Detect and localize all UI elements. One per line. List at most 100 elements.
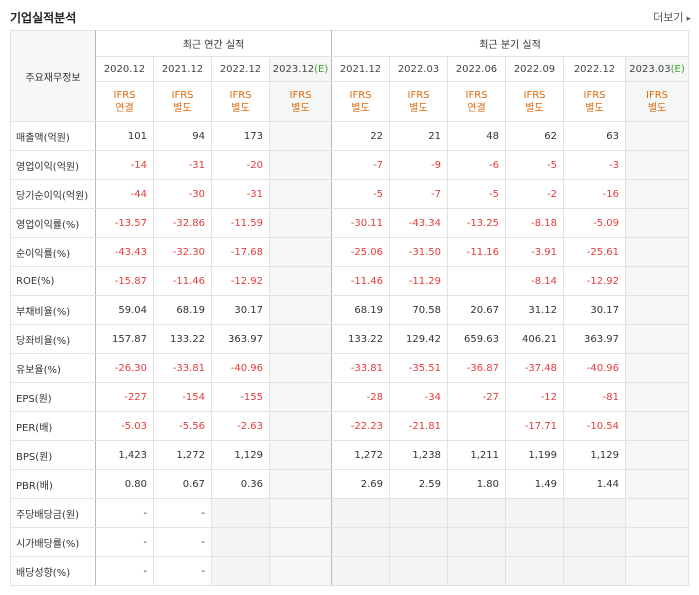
period-year: 2023.12 [272,63,315,75]
statement-type: 별도 [647,102,667,114]
value-cell [211,498,270,528]
table-row: 주당배당금(원) - - [10,498,690,528]
value-cell [624,295,690,325]
more-link[interactable]: 더보기 ▸ [653,9,691,25]
value-cell: -8.18 [505,208,564,238]
value-cell: 1,238 [389,440,448,470]
period-header: 2022.12 [563,56,626,82]
value-cell: 94 [153,121,212,151]
value-cell: -33.81 [153,353,212,383]
value-cell: -16 [563,179,626,209]
value-cell: 1,272 [153,440,212,470]
period-header: 2022.09 [505,56,564,82]
value-cell [269,121,332,151]
value-cell: 59.04 [95,295,154,325]
value-cell: -25.06 [331,237,390,267]
value-cell [624,121,690,151]
value-cell [269,556,332,586]
annual-group-header: 최근 연간 실적 [95,30,332,57]
value-cell [269,208,332,238]
value-cell [269,527,332,557]
row-label: 영업이익률(%) [10,208,96,238]
value-cell [389,556,448,586]
value-cell [624,150,690,180]
value-cell [331,527,390,557]
statement-type: 별도 [291,102,310,114]
value-cell [624,208,690,238]
value-cell [624,179,690,209]
accounting-standard: IFRS 별도 [563,81,626,122]
value-cell [563,556,626,586]
value-cell: -31.50 [389,237,448,267]
table-row: 순이익률(%) -43.43 -32.30 -17.68 -25.06 -31.50 -11… [10,237,690,267]
value-cell [624,498,690,528]
value-cell [563,498,626,528]
financial-summary-table: 주요재무정보 최근 연간 실적 최근 분기 실적 2020.12 2021.12 2022… [10,30,690,586]
value-cell [269,295,332,325]
value-cell: -17.68 [211,237,270,267]
value-cell: -5 [505,150,564,180]
value-cell: -7 [331,150,390,180]
row-label: ROE(%) [10,266,96,296]
value-cell: -3 [563,150,626,180]
value-cell: 1.80 [447,469,506,499]
value-cell: 157.87 [95,324,154,354]
value-cell: 363.97 [211,324,270,354]
value-cell: -21.81 [389,411,448,441]
period-header: 2023.12(E) [269,56,332,82]
accounting-standard: IFRS 별도 [331,81,390,122]
value-cell: 70.58 [389,295,448,325]
period-year: 2022.06 [455,63,498,75]
value-cell: -31 [153,150,212,180]
row-label: PBR(배) [10,469,96,499]
period-header: 2023.03(E) [624,56,690,82]
value-cell: 1,199 [505,440,564,470]
value-cell: 68.19 [153,295,212,325]
value-cell [563,527,626,557]
value-cell: 363.97 [563,324,626,354]
accounting-standard: IFRS 별도 [269,81,332,122]
accounting-standard: IFRS 별도 [624,81,690,122]
value-cell [211,527,270,557]
standard-label: IFRS [523,89,546,101]
statement-type: 연결 [467,102,486,114]
value-cell [624,556,690,586]
period-header: 2022.03 [389,56,448,82]
value-cell [447,556,506,586]
value-cell: -155 [211,382,270,412]
standard-label: IFRS [349,89,372,101]
value-cell [624,266,690,296]
value-cell: -5.09 [563,208,626,238]
value-cell: - [153,527,212,557]
value-cell [447,527,506,557]
chevron-right-icon: ▸ [686,14,691,24]
value-cell: -43.43 [95,237,154,267]
more-label: 더보기 [653,11,684,24]
row-label: EPS(원) [10,382,96,412]
value-cell: -5.56 [153,411,212,441]
period-year: 2022.12 [573,63,616,75]
table-row: 매출액(억원) 101 94 173 22 21 48 62 63 [10,121,690,151]
period-header: 2021.12 [153,56,212,82]
statement-type: 별도 [173,102,192,114]
value-cell: 129.42 [389,324,448,354]
value-cell: 30.17 [563,295,626,325]
period-year: 2021.12 [339,63,382,75]
value-cell: -44 [95,179,154,209]
value-cell: -8.14 [505,266,564,296]
value-cell: -35.51 [389,353,448,383]
value-cell [624,237,690,267]
standard-label: IFRS [171,89,194,101]
period-header: 2021.12 [331,56,390,82]
statement-type: 별도 [231,102,250,114]
value-cell [269,382,332,412]
value-cell: -13.25 [447,208,506,238]
value-cell [447,411,506,441]
table-row: 영업이익(억원) -14 -31 -20 -7 -9 -6 -5 -3 [10,150,690,180]
value-cell: 0.80 [95,469,154,499]
value-cell [269,353,332,383]
value-cell: -22.23 [331,411,390,441]
value-cell: 1,423 [95,440,154,470]
value-cell: -20 [211,150,270,180]
value-cell: -7 [389,179,448,209]
